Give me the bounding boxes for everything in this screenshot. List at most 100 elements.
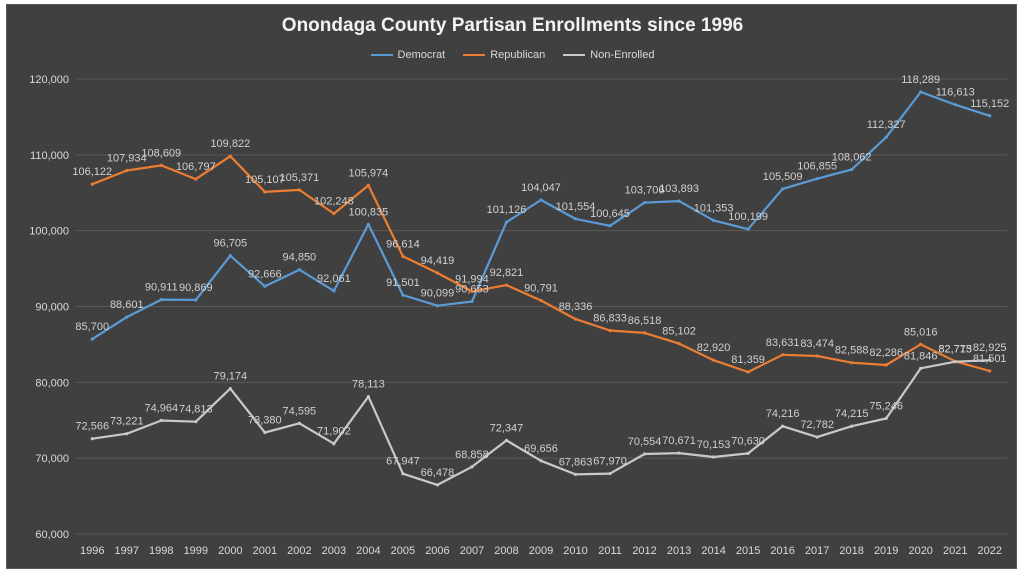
data-label-democrat: 100,835 [349,206,389,218]
data-point-non-enrolled [953,360,957,364]
data-point-non-enrolled [366,395,371,399]
data-point-democrat [608,224,612,228]
data-label-democrat: 96,705 [214,238,248,250]
data-label-democrat: 90,869 [179,282,213,294]
y-tick-label: 80,000 [35,377,69,389]
data-point-democrat [953,103,957,107]
data-point-democrat [919,90,923,94]
data-label-non-enrolled: 66,478 [421,467,455,479]
data-point-democrat [539,198,543,202]
data-label-non-enrolled: 73,380 [248,415,282,427]
data-label-democrat: 91,501 [386,277,420,289]
data-point-republican [228,154,232,158]
data-label-republican: 105,107 [245,174,285,186]
data-point-republican [297,188,301,192]
data-label-democrat: 112,327 [867,119,906,131]
data-point-democrat [332,289,336,293]
data-point-republican [504,283,509,287]
data-label-republican: 91,994 [455,273,489,285]
data-label-democrat: 115,152 [970,98,1009,110]
data-label-republican: 85,102 [662,326,696,338]
data-label-democrat: 90,911 [145,282,178,294]
chart-title: Onondaga County Partisan Enrollments sin… [281,15,744,36]
y-tick-label: 60,000 [35,529,69,541]
plot-area: 60,000 70,000 80,000 90,000 100,000 110,000 12… [29,74,1009,557]
y-tick-label: 90,000 [35,302,69,314]
data-label-non-enrolled: 74,813 [179,404,213,416]
data-label-democrat: 108,062 [832,152,872,164]
data-point-republican [159,163,163,167]
x-tick-label: 2013 [667,545,691,557]
data-label-non-enrolled: 70,630 [731,435,765,447]
data-label-democrat: 105,509 [763,171,803,183]
x-tick-label: 2012 [632,545,656,557]
data-label-republican: 82,920 [697,342,731,354]
x-tick-label: 2019 [874,545,898,557]
data-point-non-enrolled [884,416,888,420]
data-point-democrat [781,187,785,191]
chart-frame: Onondaga County Partisan Enrollments sin… [6,4,1017,569]
data-label-democrat: 104,047 [521,182,561,194]
x-tick-label: 2008 [494,545,518,557]
data-point-non-enrolled [263,430,267,435]
x-tick-label: 2004 [356,545,380,557]
data-label-non-enrolled: 82,715 [938,344,972,356]
y-tick-label: 100,000 [29,226,69,238]
data-label-republican: 81,359 [731,354,765,366]
data-label-republican: 86,833 [593,313,627,325]
data-point-non-enrolled [539,459,543,463]
data-label-non-enrolled: 70,554 [628,436,662,448]
legend-label-republican: Republican [490,49,546,61]
x-tick-label: 2006 [425,545,449,557]
data-label-democrat: 88,601 [110,299,144,311]
data-label-republican: 82,773 [938,343,972,355]
data-point-republican [401,254,405,258]
data-point-non-enrolled [919,366,923,370]
data-point-democrat [711,218,716,223]
data-point-republican [90,182,94,186]
data-point-non-enrolled [401,472,405,476]
data-label-non-enrolled: 70,153 [697,439,731,451]
x-tick-label: 2003 [322,545,346,557]
data-label-republican: 105,974 [349,167,389,179]
data-point-republican [815,354,819,358]
x-tick-label: 2007 [460,545,484,557]
data-label-republican: 106,122 [72,166,112,178]
data-point-democrat [573,217,578,221]
data-label-non-enrolled: 72,347 [490,422,524,434]
data-point-non-enrolled [781,424,785,428]
data-point-republican [642,331,647,335]
data-point-republican [884,363,888,367]
data-point-republican [539,298,543,303]
data-label-non-enrolled: 69,656 [524,443,558,455]
data-label-republican: 96,614 [386,238,420,250]
data-label-non-enrolled: 74,215 [835,408,869,420]
x-tick-label: 1996 [80,545,104,557]
data-point-democrat [263,284,267,288]
data-label-non-enrolled: 71,902 [317,426,351,438]
data-label-non-enrolled: 72,782 [800,419,834,431]
data-point-republican [366,183,371,187]
y-tick-label: 70,000 [35,453,69,465]
data-point-non-enrolled [642,452,647,456]
data-label-democrat: 90,653 [455,284,489,296]
data-label-non-enrolled: 72,566 [75,421,109,433]
data-label-non-enrolled: 78,113 [352,379,385,391]
data-label-democrat: 106,855 [797,161,837,173]
data-point-republican [711,358,716,362]
data-point-democrat [297,268,301,272]
data-point-democrat [435,304,440,308]
data-point-non-enrolled [90,437,94,441]
data-label-republican: 92,821 [490,267,524,279]
legend: Democrat Republican Non-Enrolled [7,49,1018,61]
data-label-democrat: 92,666 [248,268,282,280]
x-tick-label: 2000 [218,545,242,557]
data-point-non-enrolled [988,358,992,362]
data-label-republican: 83,474 [800,338,834,350]
x-tick-label: 2017 [805,545,829,557]
data-point-non-enrolled [435,483,440,487]
legend-swatch-republican [463,54,486,56]
data-label-republican: 88,336 [559,301,593,313]
data-point-democrat [504,220,509,224]
data-label-non-enrolled: 74,964 [144,403,178,415]
